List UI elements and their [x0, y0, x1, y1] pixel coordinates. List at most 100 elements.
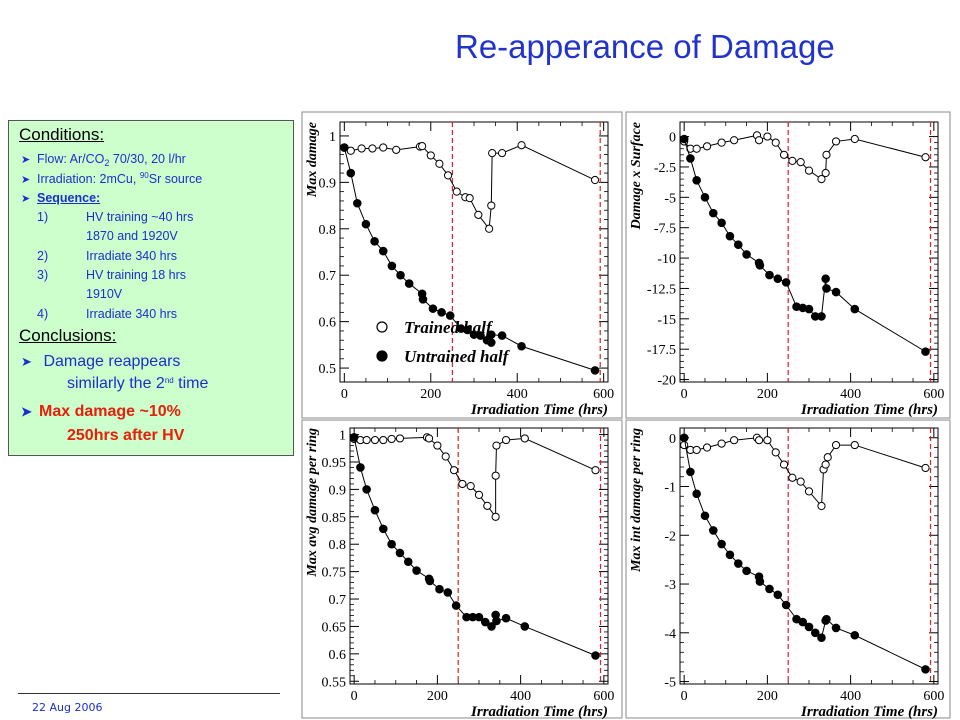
- y-tick-label: -1: [664, 481, 676, 496]
- data-point-open: [702, 142, 712, 151]
- conclusions-heading: Conclusions:: [19, 326, 117, 345]
- data-point-filled: [810, 628, 820, 638]
- data-point-filled: [370, 237, 379, 246]
- y-tick-label: -15: [657, 313, 676, 328]
- data-point-filled: [798, 617, 808, 627]
- data-point-open: [817, 501, 826, 511]
- data-point-open: [465, 194, 474, 203]
- data-point-open: [458, 479, 467, 489]
- x-axis-label: Irradiation Time (hrs): [800, 704, 938, 720]
- data-point-open: [346, 146, 355, 155]
- legend-marker-open: [376, 321, 388, 333]
- data-point-filled: [451, 601, 461, 610]
- y-tick-label: 0: [669, 131, 676, 146]
- data-point-open: [680, 440, 689, 450]
- data-point-open: [449, 466, 459, 475]
- data-point-filled: [387, 261, 397, 271]
- data-point-open: [692, 144, 701, 153]
- conclusion-2-cont: 250hrs after HV: [67, 427, 185, 444]
- data-point-filled: [773, 590, 783, 600]
- data-point-filled: [821, 274, 830, 284]
- data-point-filled: [428, 304, 438, 313]
- data-point-filled: [708, 526, 718, 535]
- data-point-filled: [765, 584, 774, 594]
- data-point-open: [788, 156, 797, 165]
- data-point-open: [357, 144, 366, 153]
- data-point-filled: [418, 295, 428, 304]
- data-point-open: [590, 175, 600, 185]
- data-point-open: [754, 136, 764, 145]
- x-tick-label: 400: [507, 387, 528, 402]
- data-point-open: [921, 463, 930, 473]
- data-point-open: [492, 441, 501, 450]
- data-point-filled: [349, 433, 359, 442]
- x-tick-label: 200: [427, 689, 448, 704]
- y-tick-label: -5: [664, 191, 676, 206]
- data-point-open: [379, 143, 388, 152]
- y-tick-label: 0.8: [329, 538, 347, 553]
- y-tick-label: 0.6: [319, 316, 337, 331]
- flow-condition: ➤ Flow: Ar/CO2 70/30, 20 l/hr: [21, 152, 186, 168]
- data-point-open: [763, 132, 772, 141]
- data-point-open: [702, 443, 712, 452]
- data-point-filled: [404, 279, 414, 288]
- data-point-open: [788, 473, 797, 482]
- data-point-filled: [480, 617, 490, 627]
- arrow-bullet-icon: ➤: [21, 154, 31, 166]
- step-text: Irradiate 340 hrs: [86, 249, 178, 263]
- data-point-filled: [346, 168, 356, 178]
- conditions-box: Conditions: ➤ Flow: Ar/CO2 70/30, 20 l/hr…: [8, 120, 294, 456]
- y-tick-label: 0.7: [329, 593, 347, 608]
- x-tick-label: 600: [923, 689, 944, 704]
- data-point-filled: [831, 287, 841, 297]
- data-point-open: [804, 166, 814, 175]
- data-point-open: [487, 201, 496, 210]
- data-point-open: [379, 435, 388, 445]
- data-point-open: [796, 477, 805, 486]
- data-point-filled: [781, 278, 791, 287]
- series-line: [354, 436, 596, 519]
- step-number: 2): [37, 249, 49, 263]
- x-tick-label: 200: [757, 689, 778, 704]
- y-tick-label: 1: [329, 130, 336, 145]
- data-point-filled: [921, 665, 930, 674]
- data-point-filled: [340, 143, 349, 152]
- data-point-filled: [725, 550, 735, 560]
- arrow-bullet-icon: ➤: [21, 404, 32, 419]
- arrow-bullet-icon: ➤: [21, 354, 32, 369]
- y-axis-label: Max int damage per ring: [629, 428, 644, 573]
- data-point-open: [823, 453, 832, 462]
- data-point-filled: [591, 651, 600, 660]
- data-point-filled: [474, 612, 484, 622]
- data-point-open: [831, 137, 841, 146]
- data-point-filled: [679, 134, 689, 144]
- data-point-open: [692, 445, 701, 455]
- data-point-filled: [370, 505, 380, 515]
- data-point-filled: [443, 588, 453, 597]
- x-tick-label: 0: [681, 387, 688, 402]
- data-point-open: [395, 434, 405, 443]
- sequence-label: ➤ Sequence:: [21, 191, 101, 205]
- data-point-filled: [804, 304, 814, 314]
- data-point-filled: [817, 312, 826, 321]
- data-point-filled: [804, 622, 814, 632]
- y-tick-label: 0: [669, 432, 676, 447]
- data-point-filled: [486, 338, 496, 347]
- data-point-open: [754, 436, 764, 445]
- data-point-filled: [700, 511, 710, 521]
- data-point-filled: [396, 270, 405, 280]
- x-tick-label: 200: [420, 387, 441, 402]
- data-point-open: [370, 435, 380, 445]
- panel-frame: [301, 111, 623, 419]
- data-point-open: [435, 159, 444, 168]
- step-number: 3): [37, 268, 49, 282]
- data-point-filled: [395, 548, 405, 558]
- data-point-open: [771, 448, 780, 457]
- data-point-open: [822, 150, 831, 159]
- step-text: HV training 18 hrs: [86, 268, 187, 282]
- data-point-open: [771, 138, 780, 147]
- data-point-filled: [733, 559, 743, 568]
- y-tick-label: 0.6: [329, 648, 347, 663]
- data-point-open: [488, 149, 497, 158]
- data-point-open: [517, 141, 526, 150]
